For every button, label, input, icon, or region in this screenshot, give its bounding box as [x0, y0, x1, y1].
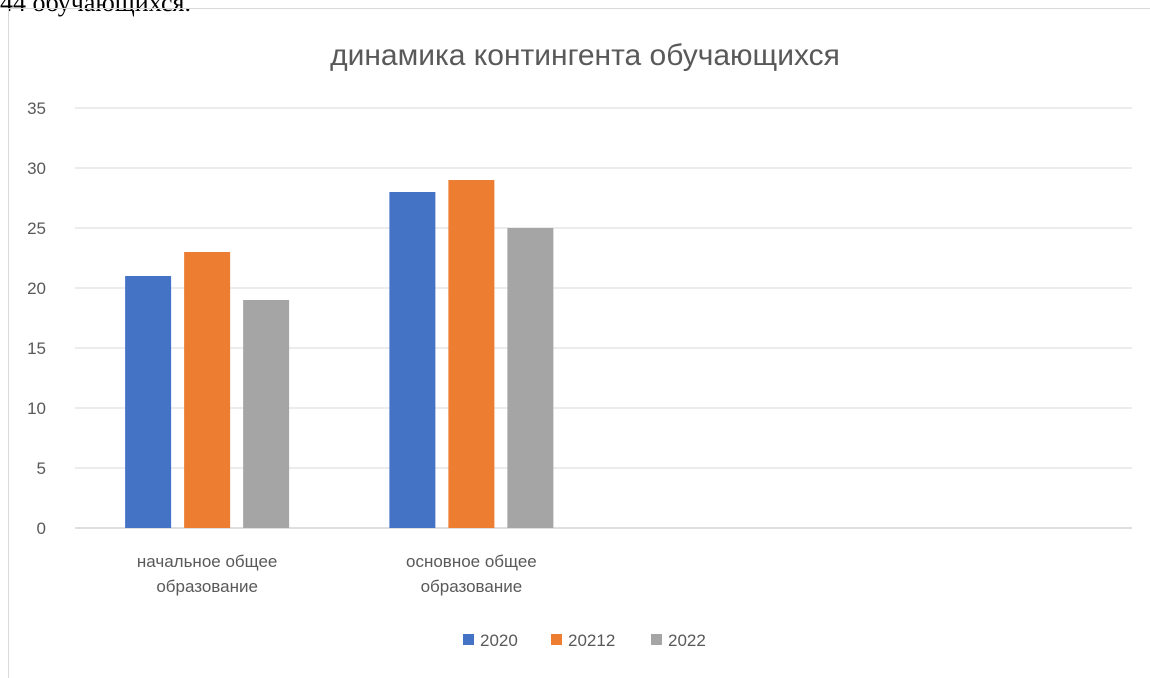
- y-tick-label: 10: [27, 399, 46, 418]
- chart-frame: [8, 8, 1150, 678]
- legend-label: 2020: [480, 631, 518, 650]
- bar-2020-1: [389, 192, 436, 528]
- y-tick-label: 0: [37, 519, 46, 538]
- legend-swatch: [551, 634, 562, 645]
- legend-swatch: [651, 634, 662, 645]
- y-tick-label: 35: [27, 99, 46, 118]
- y-tick-label: 30: [27, 159, 46, 178]
- bar-2022-0: [243, 300, 290, 528]
- gridlines: [75, 107, 1132, 529]
- legend: 2020 20212 2022: [463, 631, 706, 650]
- legend-label: 20212: [568, 631, 615, 650]
- bar-2022-1: [507, 228, 554, 528]
- y-axis: 0 5 10 15 20 25 30 35: [27, 99, 46, 538]
- bar-20212-1: [448, 180, 495, 528]
- legend-label: 2022: [668, 631, 706, 650]
- x-category-label: начальное общее: [137, 552, 277, 571]
- chart-title: динамика контингента обучающихся: [330, 39, 840, 72]
- y-tick-label: 15: [27, 339, 46, 358]
- x-category-label: образование: [421, 577, 523, 596]
- legend-swatch: [463, 634, 474, 645]
- bar-20212-0: [184, 252, 231, 528]
- y-tick-label: 25: [27, 219, 46, 238]
- x-category-label: основное общее: [406, 552, 537, 571]
- x-axis: начальное общее образование основное общее…: [137, 552, 537, 596]
- y-tick-label: 5: [37, 459, 46, 478]
- bars: [125, 180, 554, 528]
- bar-2020-0: [125, 276, 172, 528]
- y-tick-label: 20: [27, 279, 46, 298]
- x-category-label: образование: [156, 577, 258, 596]
